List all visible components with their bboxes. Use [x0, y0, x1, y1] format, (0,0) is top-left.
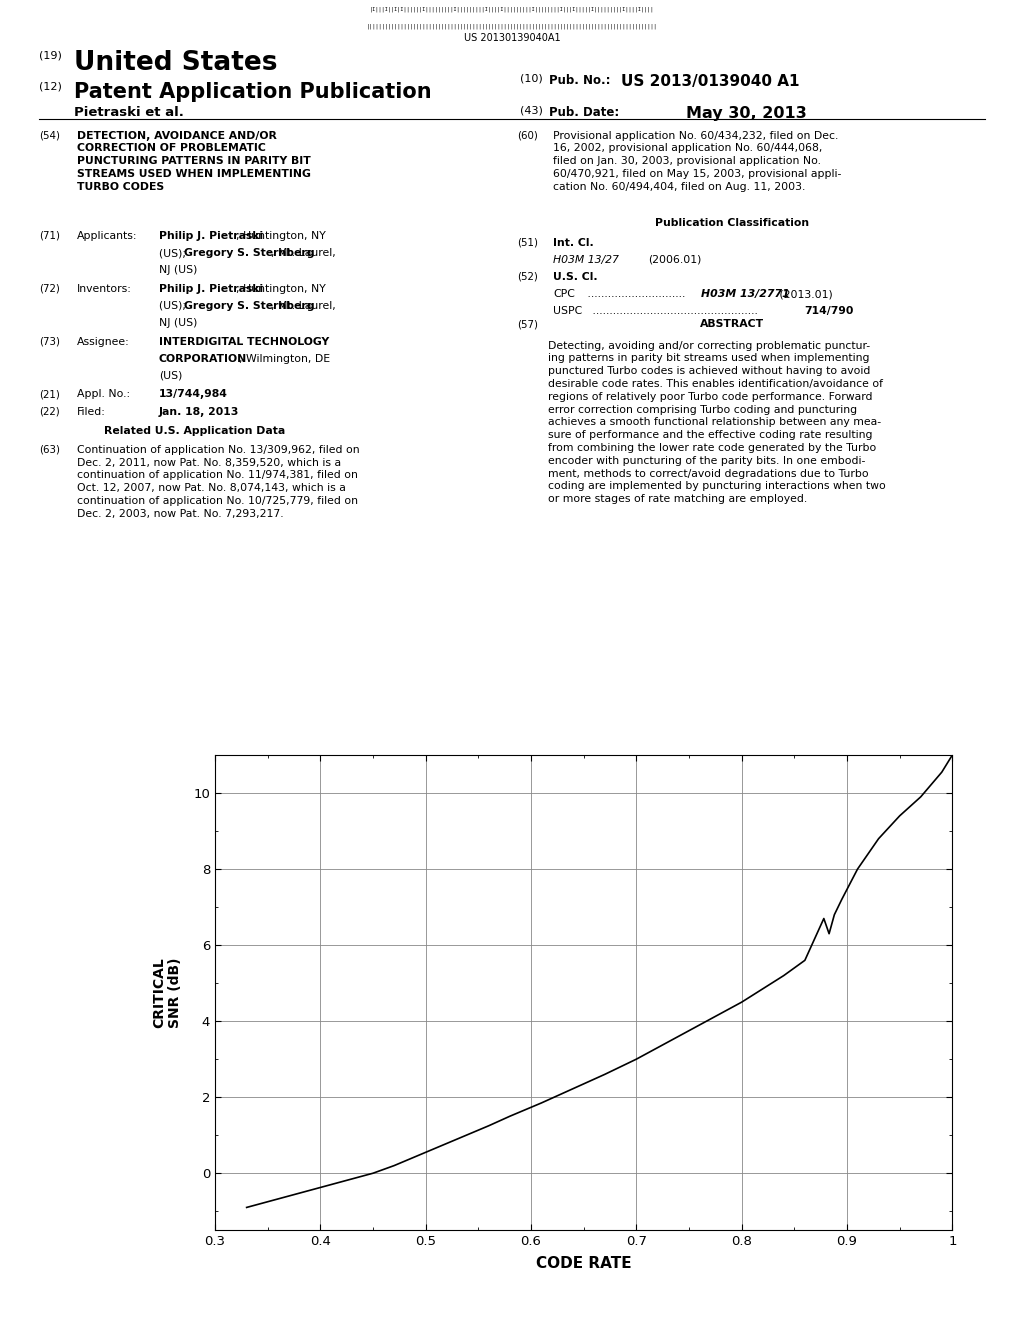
Text: Pietraski et al.: Pietraski et al.	[74, 106, 183, 119]
Text: (73): (73)	[39, 337, 60, 347]
Text: Related U.S. Application Data: Related U.S. Application Data	[103, 426, 286, 437]
Text: Filed:: Filed:	[77, 407, 105, 417]
Text: (72): (72)	[39, 284, 59, 294]
Text: Detecting, avoiding and/or correcting problematic punctur-
ing patterns in parit: Detecting, avoiding and/or correcting pr…	[548, 341, 886, 504]
Text: Publication Classification: Publication Classification	[655, 218, 809, 228]
Text: ABSTRACT: ABSTRACT	[700, 319, 764, 330]
Text: (71): (71)	[39, 231, 60, 242]
Text: (21): (21)	[39, 389, 59, 400]
Text: (43): (43)	[520, 106, 543, 116]
Text: Applicants:: Applicants:	[77, 231, 137, 242]
Text: ||||||||||||||||||||||||||||||||||||||||||||||||||||||||||||||||||||||||||||||||: ||||||||||||||||||||||||||||||||||||||||…	[367, 24, 657, 29]
Text: CPC: CPC	[553, 289, 574, 300]
Text: .................................................: ........................................…	[589, 306, 758, 317]
Text: Philip J. Pietraski: Philip J. Pietraski	[159, 284, 263, 294]
Text: , Huntington, NY: , Huntington, NY	[236, 231, 326, 242]
Text: (60): (60)	[517, 131, 538, 141]
Text: Int. Cl.: Int. Cl.	[553, 238, 594, 248]
Text: Appl. No.:: Appl. No.:	[77, 389, 130, 400]
Text: Provisional application No. 60/434,232, filed on Dec.
16, 2002, provisional appl: Provisional application No. 60/434,232, …	[553, 131, 842, 191]
Text: Inventors:: Inventors:	[77, 284, 132, 294]
Text: (US);: (US);	[159, 248, 189, 259]
Text: , Mt. Laurel,: , Mt. Laurel,	[271, 301, 336, 312]
Text: 13/744,984: 13/744,984	[159, 389, 227, 400]
Text: CORPORATION: CORPORATION	[159, 354, 247, 364]
Text: (US): (US)	[159, 371, 182, 381]
Text: US 2013/0139040 A1: US 2013/0139040 A1	[621, 74, 799, 88]
Text: Assignee:: Assignee:	[77, 337, 130, 347]
Text: INTERDIGITAL TECHNOLOGY: INTERDIGITAL TECHNOLOGY	[159, 337, 329, 347]
Text: (51): (51)	[517, 238, 539, 248]
Text: Jan. 18, 2013: Jan. 18, 2013	[159, 407, 239, 417]
Text: DETECTION, AVOIDANCE AND/OR
CORRECTION OF PROBLEMATIC
PUNCTURING PATTERNS IN PAR: DETECTION, AVOIDANCE AND/OR CORRECTION O…	[77, 131, 310, 191]
Text: USPC: USPC	[553, 306, 583, 317]
Text: |I|||I||I|I||||||I|||||||||I|||||||||I||||I|||||||||I||||||||I|||I|||||I||||||||: |I|||I||I|I||||||I|||||||||I|||||||||I||…	[370, 7, 654, 12]
Text: May 30, 2013: May 30, 2013	[686, 106, 807, 120]
Text: Pub. Date:: Pub. Date:	[549, 106, 620, 119]
Text: Gregory S. Sternberg: Gregory S. Sternberg	[184, 248, 314, 259]
Text: Continuation of application No. 13/309,962, filed on
Dec. 2, 2011, now Pat. No. : Continuation of application No. 13/309,9…	[77, 445, 359, 519]
Text: , Huntington, NY: , Huntington, NY	[236, 284, 326, 294]
Text: H03M 13/27: H03M 13/27	[553, 255, 618, 265]
Text: H03M 13/2771: H03M 13/2771	[701, 289, 791, 300]
Text: (2013.01): (2013.01)	[776, 289, 833, 300]
Text: (54): (54)	[39, 131, 60, 141]
Text: (2006.01): (2006.01)	[648, 255, 701, 265]
Text: Pub. No.:: Pub. No.:	[549, 74, 610, 87]
Y-axis label: CRITICAL
SNR (dB): CRITICAL SNR (dB)	[152, 957, 182, 1028]
Text: (12): (12)	[39, 82, 61, 92]
Text: (US);: (US);	[159, 301, 189, 312]
Text: .............................: .............................	[584, 289, 685, 300]
X-axis label: CODE RATE: CODE RATE	[536, 1257, 632, 1271]
Text: , Mt. Laurel,: , Mt. Laurel,	[271, 248, 336, 259]
Text: U.S. Cl.: U.S. Cl.	[553, 272, 598, 282]
Text: , Wilmington, DE: , Wilmington, DE	[239, 354, 330, 364]
Text: Patent Application Publication: Patent Application Publication	[74, 82, 431, 102]
Text: Philip J. Pietraski: Philip J. Pietraski	[159, 231, 263, 242]
Text: (63): (63)	[39, 445, 60, 455]
Text: NJ (US): NJ (US)	[159, 265, 197, 276]
Text: (19): (19)	[39, 50, 61, 61]
Text: NJ (US): NJ (US)	[159, 318, 197, 329]
Text: 714/790: 714/790	[804, 306, 853, 317]
Text: United States: United States	[74, 50, 278, 77]
Text: (22): (22)	[39, 407, 59, 417]
Text: (10): (10)	[520, 74, 543, 84]
Text: (52): (52)	[517, 272, 538, 282]
Text: Gregory S. Sternberg: Gregory S. Sternberg	[184, 301, 314, 312]
Text: (57): (57)	[517, 319, 539, 330]
Text: US 20130139040A1: US 20130139040A1	[464, 33, 560, 44]
